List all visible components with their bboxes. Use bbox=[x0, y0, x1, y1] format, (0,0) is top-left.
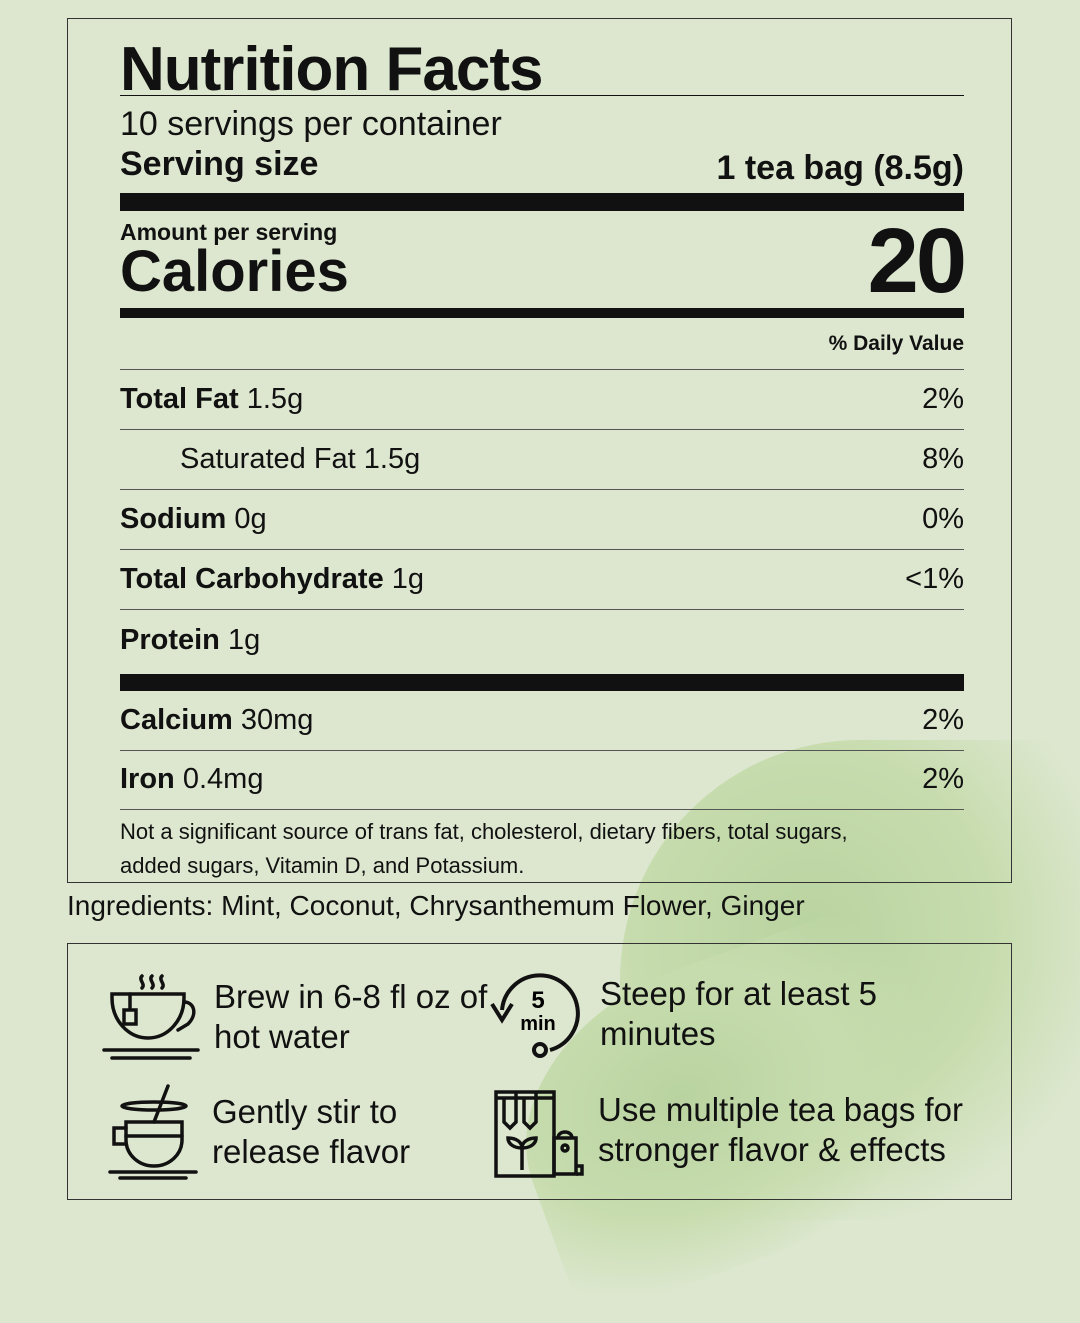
nutrient-row-sodium: Sodium 0g 0% bbox=[120, 490, 964, 550]
instruction-stir: Gently stir to release flavor bbox=[108, 1082, 498, 1182]
timer-unit: min bbox=[520, 1013, 556, 1035]
nutrient-amount: 1.5g bbox=[363, 443, 421, 475]
brewing-instructions: Brew in 6-8 fl oz of hot water 5 min Ste… bbox=[67, 943, 1012, 1200]
nutrient-name: Total Carbohydrate bbox=[120, 563, 384, 595]
nutrient-row-saturated-fat: Saturated Fat 1.5g 8% bbox=[120, 430, 964, 490]
mineral-row-iron: Iron 0.4mg 2% bbox=[120, 750, 964, 810]
nutrient-dv: 0% bbox=[922, 503, 964, 535]
nutrient-row-total-fat: Total Fat 1.5g 2% bbox=[120, 370, 964, 430]
stirring-cup-icon bbox=[108, 1084, 198, 1180]
label-title: Nutrition Facts bbox=[120, 35, 543, 104]
instruction-text: Gently stir to release flavor bbox=[212, 1093, 411, 1170]
footnote: Not a significant source of trans fat, c… bbox=[120, 819, 848, 878]
instruction-multiple-bags: Use multiple tea bags for stronger flavo… bbox=[492, 1082, 992, 1178]
mineral-row-calcium: Calcium 30mg 2% bbox=[120, 691, 964, 751]
divider bbox=[120, 369, 964, 370]
instruction-text: Steep for at least 5 minutes bbox=[600, 975, 878, 1052]
nutrient-dv: 8% bbox=[922, 443, 964, 475]
nutrient-amount: 1.5g bbox=[246, 383, 304, 415]
nutrient-dv: <1% bbox=[905, 563, 964, 595]
nutrient-amount: 0g bbox=[234, 503, 267, 535]
medium-divider bbox=[120, 308, 964, 318]
nutrient-row-total-carbohydrate: Total Carbohydrate 1g <1% bbox=[120, 550, 964, 610]
mineral-name: Iron bbox=[120, 763, 175, 795]
nutrient-row-protein: Protein 1g bbox=[120, 610, 964, 670]
mineral-name: Calcium bbox=[120, 704, 233, 736]
nutrient-name: Total Fat bbox=[120, 383, 239, 415]
instruction-steep: 5 min Steep for at least 5 minutes bbox=[488, 964, 988, 1064]
servings-per-container: 10 servings per container bbox=[120, 105, 502, 143]
teacup-icon bbox=[102, 974, 200, 1060]
thick-divider bbox=[120, 193, 964, 211]
instruction-brew: Brew in 6-8 fl oz of hot water bbox=[102, 972, 492, 1062]
instruction-text: Use multiple tea bags for stronger flavo… bbox=[598, 1091, 964, 1168]
calories-label: Calories bbox=[120, 239, 349, 304]
timer-number: 5 bbox=[531, 987, 544, 1014]
thick-divider bbox=[120, 674, 964, 691]
instruction-text: Brew in 6-8 fl oz of hot water bbox=[214, 978, 488, 1055]
mineral-amount: 0.4mg bbox=[182, 763, 264, 795]
nutrient-name: Protein bbox=[120, 623, 220, 656]
nutrient-amount: 1g bbox=[391, 563, 425, 595]
nutrient-amount: 1g bbox=[227, 623, 261, 656]
daily-value-header: % Daily Value bbox=[828, 332, 964, 355]
serving-size-label: Serving size bbox=[120, 145, 319, 183]
ingredients: Ingredients: Mint, Coconut, Chrysanthemu… bbox=[67, 890, 805, 921]
mineral-amount: 30mg bbox=[240, 704, 314, 736]
mineral-dv: 2% bbox=[922, 704, 964, 736]
mineral-dv: 2% bbox=[922, 763, 964, 795]
amount-per-serving: Amount per serving bbox=[120, 219, 338, 245]
tea-bags-icon bbox=[494, 1090, 584, 1178]
nutrient-name: Saturated Fat bbox=[180, 443, 356, 475]
nutrient-name: Sodium bbox=[120, 503, 227, 535]
nutrition-facts-label: Nutrition Facts 10 servings per containe… bbox=[67, 18, 1012, 883]
serving-size-value: 1 tea bag (8.5g) bbox=[716, 149, 964, 187]
divider bbox=[120, 95, 964, 96]
calories-value: 20 bbox=[867, 210, 967, 312]
nutrient-dv: 2% bbox=[922, 383, 964, 415]
timer-5-min-icon: 5 min bbox=[490, 973, 580, 1058]
